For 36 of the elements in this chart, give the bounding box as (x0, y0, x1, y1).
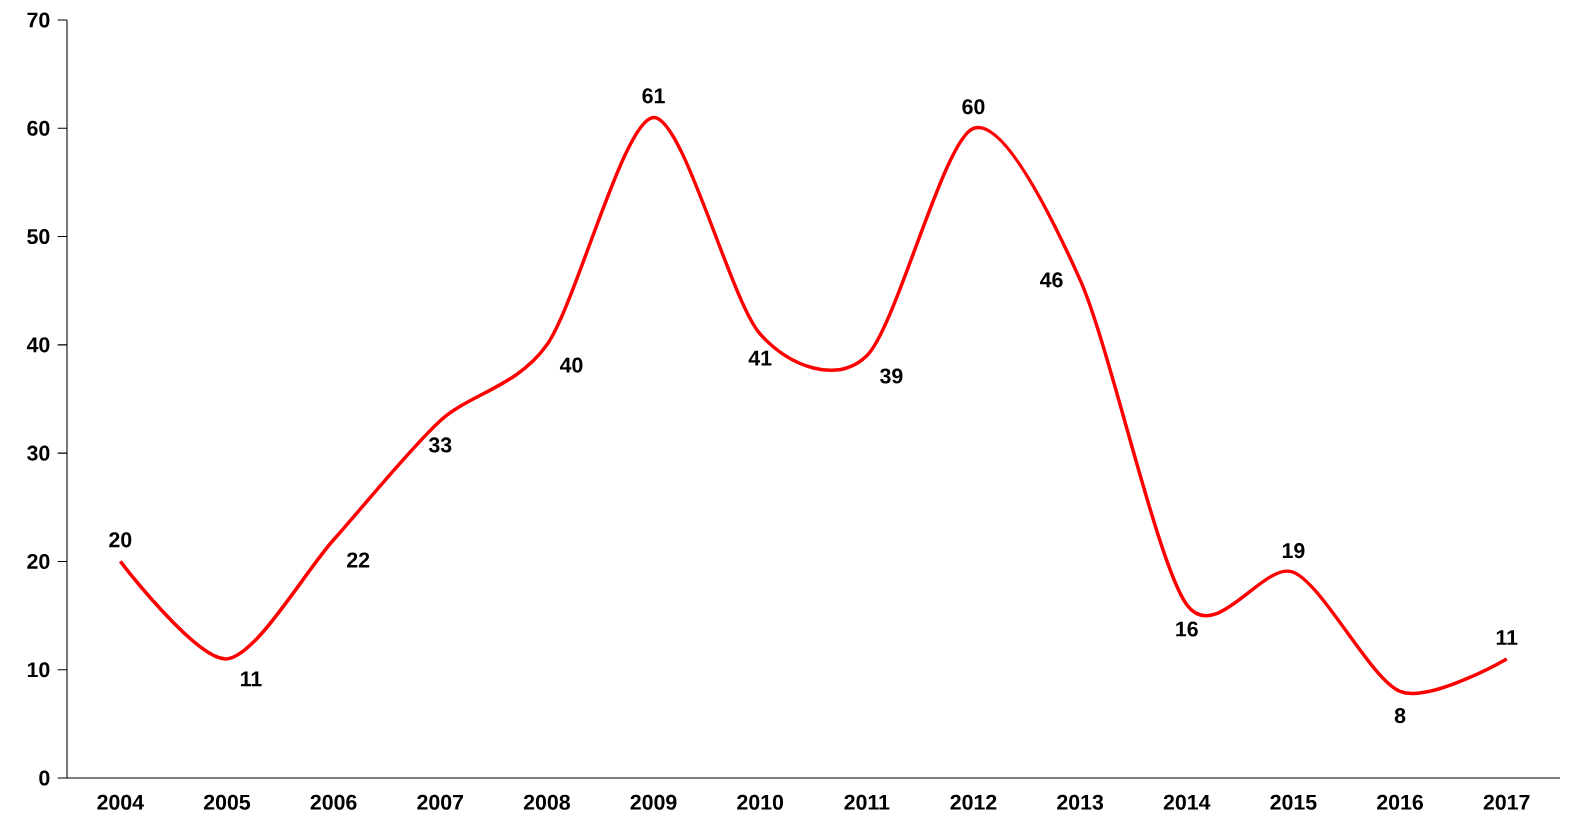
x-tick-label: 2015 (1270, 794, 1317, 810)
y-tick-label: 60 (27, 120, 50, 136)
y-tick-label: 20 (27, 553, 50, 569)
x-tick-label: 2017 (1483, 794, 1530, 810)
data-label: 40 (559, 357, 583, 373)
x-tick-label: 2011 (844, 794, 890, 810)
x-tick-label: 2006 (310, 794, 357, 810)
data-label: 19 (1282, 543, 1305, 559)
y-tick-label: 40 (26, 337, 50, 353)
data-label: 20 (109, 532, 132, 548)
x-tick-label: 2016 (1377, 794, 1423, 810)
x-tick-label: 2013 (1057, 794, 1104, 810)
x-tick-label: 2007 (417, 794, 464, 810)
y-tick-label: 50 (27, 229, 50, 245)
data-label: 61 (642, 88, 665, 104)
x-tick-label: 2008 (523, 794, 570, 810)
data-label: 60 (962, 99, 985, 115)
y-tick-label: 0 (39, 770, 50, 786)
data-label: 22 (347, 552, 370, 568)
data-label: 46 (1039, 272, 1063, 288)
y-tick-label: 70 (27, 12, 50, 28)
x-tick-label: 2005 (203, 794, 251, 810)
data-label: 41 (748, 350, 772, 366)
data-label: 39 (880, 368, 903, 384)
data-label: 16 (1176, 621, 1198, 637)
x-tick-label: 2009 (630, 794, 677, 810)
x-tick-label: 2012 (950, 794, 997, 810)
x-tick-label: 2004 (97, 794, 144, 810)
data-label: 11 (241, 671, 262, 687)
data-label: 8 (1394, 708, 1406, 724)
y-tick-label: 30 (27, 445, 50, 461)
x-tick-label: 2010 (737, 794, 784, 810)
data-label: 11 (1496, 630, 1518, 645)
data-label: 33 (428, 437, 452, 453)
x-tick-label: 2014 (1163, 794, 1211, 810)
y-tick-label: 10 (27, 662, 50, 678)
